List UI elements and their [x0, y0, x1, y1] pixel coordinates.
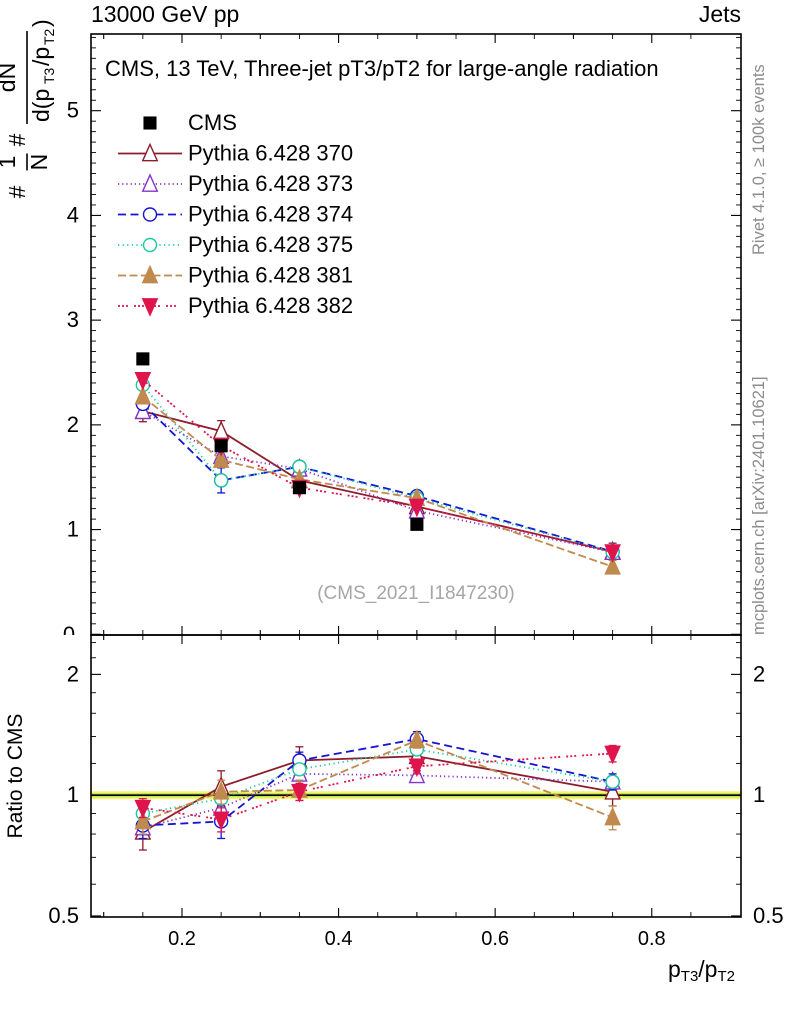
- svg-text:Pythia 6.428 382: Pythia 6.428 382: [188, 293, 353, 318]
- svg-text:d(p: d(p: [28, 89, 54, 122]
- svg-text:Pythia 6.428 370: Pythia 6.428 370: [188, 141, 353, 166]
- svg-text:Pythia 6.428 373: Pythia 6.428 373: [188, 171, 353, 196]
- svg-text:2: 2: [753, 661, 765, 686]
- svg-text:Jets: Jets: [699, 1, 741, 27]
- svg-text:CMS: CMS: [188, 110, 237, 135]
- svg-text:/p: /p: [28, 47, 54, 66]
- svg-text:0.6: 0.6: [481, 928, 509, 950]
- svg-text:N: N: [26, 154, 52, 171]
- svg-text:(CMS_2021_I1847230): (CMS_2021_I1847230): [317, 583, 515, 604]
- svg-text:T3: T3: [41, 67, 57, 84]
- svg-text:2: 2: [67, 661, 79, 686]
- svg-text:#: #: [4, 133, 30, 146]
- svg-text:0.4: 0.4: [325, 928, 353, 950]
- svg-text:Pythia 6.428 375: Pythia 6.428 375: [188, 232, 353, 257]
- svg-text:mcplots.cern.ch [arXiv:2401.10: mcplots.cern.ch [arXiv:2401.10621]: [750, 376, 768, 635]
- svg-text:T2: T2: [41, 28, 57, 45]
- svg-text:#: #: [4, 185, 30, 198]
- svg-text:4: 4: [67, 202, 79, 227]
- svg-text:3: 3: [67, 307, 79, 332]
- svg-text:0.5: 0.5: [753, 903, 784, 928]
- svg-text:1: 1: [67, 782, 79, 807]
- svg-text:dN: dN: [0, 63, 20, 92]
- svg-text:0.5: 0.5: [48, 903, 79, 928]
- svg-text:2: 2: [67, 412, 79, 437]
- svg-text:): ): [28, 19, 54, 27]
- svg-text:1: 1: [67, 517, 79, 542]
- svg-text:CMS, 13 TeV, Three-jet pT3/pT2: CMS, 13 TeV, Three-jet pT3/pT2 for large…: [105, 56, 659, 81]
- svg-text:Pythia 6.428 374: Pythia 6.428 374: [188, 202, 353, 227]
- svg-text:0.8: 0.8: [638, 928, 666, 950]
- svg-text:13000 GeV pp: 13000 GeV pp: [91, 1, 239, 27]
- svg-text:Rivet 4.1.0, ≥ 100k events: Rivet 4.1.0, ≥ 100k events: [750, 64, 768, 255]
- svg-text:1: 1: [753, 782, 765, 807]
- svg-text:Pythia 6.428 381: Pythia 6.428 381: [188, 263, 353, 288]
- svg-text:1: 1: [0, 156, 20, 169]
- svg-text:Ratio to CMS: Ratio to CMS: [4, 714, 27, 839]
- svg-text:0.2: 0.2: [168, 928, 196, 950]
- svg-text:5: 5: [67, 98, 79, 123]
